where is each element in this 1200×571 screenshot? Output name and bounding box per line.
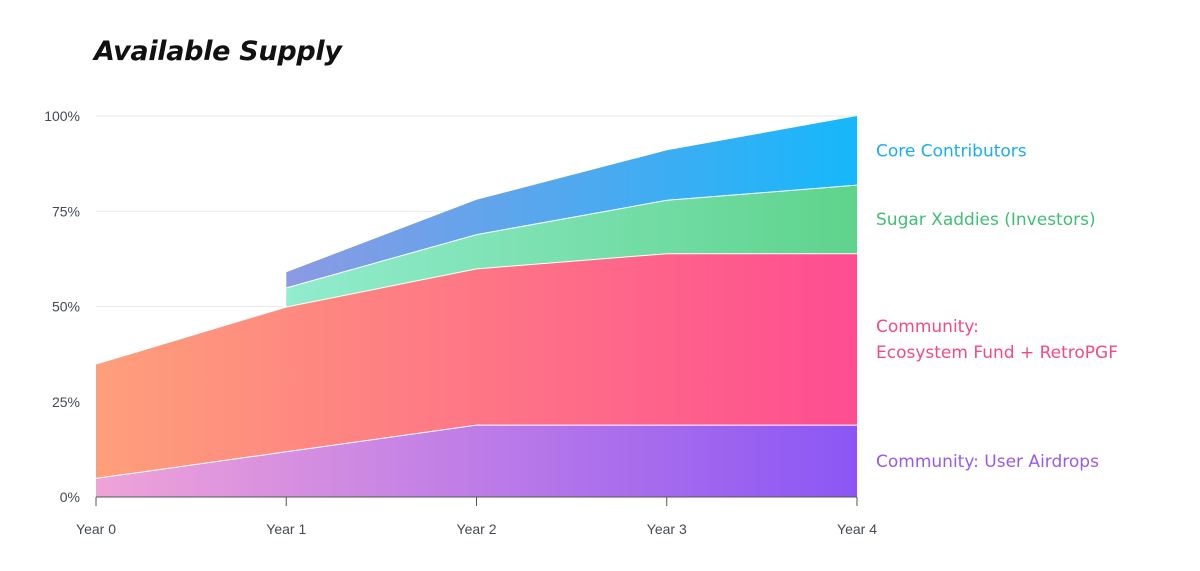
y-tick-label: 50% xyxy=(52,299,80,315)
x-axis: Year 0 Year 1 Year 2 Year 3 Year 4 xyxy=(76,496,877,537)
series-label-line: Ecosystem Fund + RetroPGF xyxy=(876,343,1118,363)
series-label-core-contributors: Core Contributors xyxy=(876,141,1027,161)
area-community-ecosystem-fund-retropgf xyxy=(96,253,857,478)
y-tick-label: 25% xyxy=(52,394,80,410)
y-tick-label: 75% xyxy=(52,203,80,219)
x-tick-label: Year 2 xyxy=(457,521,497,537)
area-series xyxy=(95,116,858,497)
area-community-user-airdrops xyxy=(96,424,857,497)
chart-title: Available Supply xyxy=(94,36,342,67)
y-tick-label: 100% xyxy=(44,108,80,124)
series-label-line: Sugar Xaddies (Investors) xyxy=(876,210,1096,230)
x-tick-label: Year 3 xyxy=(647,521,687,537)
area-core-contributors xyxy=(286,116,857,288)
x-tick-label: Year 4 xyxy=(837,521,877,537)
series-label-sugar-xaddies-investors: Sugar Xaddies (Investors) xyxy=(876,210,1096,230)
series-label-community-ecosystem-fund-retropgf: Community: Ecosystem Fund + RetroPGF xyxy=(876,317,1118,363)
series-label-line: Community: User Airdrops xyxy=(876,452,1099,472)
series-labels: Community: User Airdrops Community: Ecosys… xyxy=(876,141,1118,472)
series-label-community-user-airdrops: Community: User Airdrops xyxy=(876,452,1099,472)
area-sugar-xaddies-investors xyxy=(286,184,857,307)
series-label-line: Community: xyxy=(876,317,979,337)
series-label-line: Core Contributors xyxy=(876,141,1027,161)
y-tick-label: 0% xyxy=(60,489,80,505)
x-tick-label: Year 1 xyxy=(266,521,306,537)
x-tick-label: Year 0 xyxy=(76,521,116,537)
